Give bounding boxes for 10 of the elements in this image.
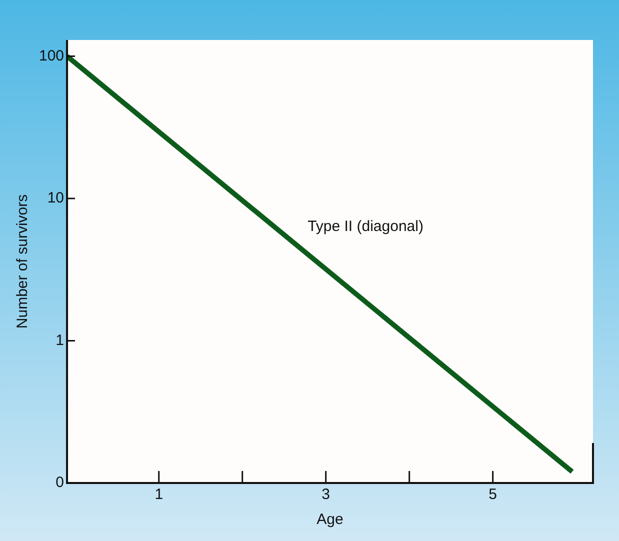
y-axis-title: Number of survivors — [14, 194, 32, 329]
x-tick-label: 3 — [322, 486, 330, 504]
x-tick-label: 5 — [488, 486, 497, 504]
x-tick-label: 1 — [154, 486, 164, 504]
series-label: Type II (diagonal) — [308, 218, 424, 236]
y-tick-label: 10 — [47, 190, 64, 207]
y-tick-label: 100 — [38, 47, 64, 64]
x-axis-title: Age — [316, 511, 344, 528]
y-tick-label: 0 — [56, 474, 64, 492]
y-tick-label: 1 — [56, 332, 64, 349]
